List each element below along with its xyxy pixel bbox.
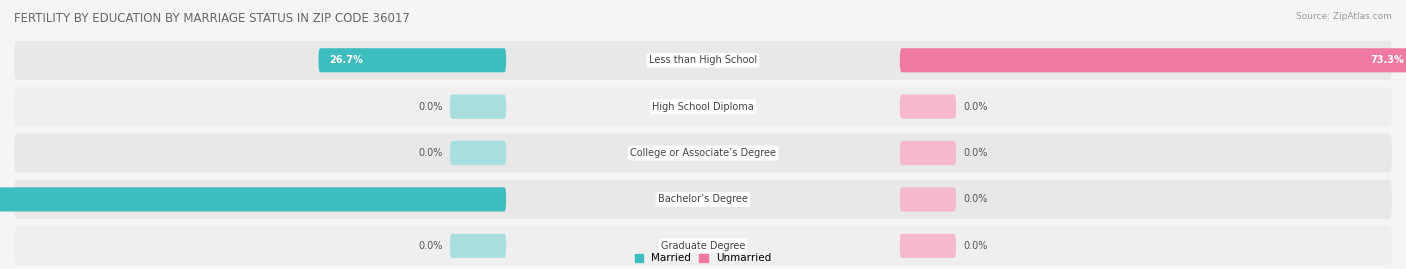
Legend: Married, Unmarried: Married, Unmarried — [631, 250, 775, 267]
FancyBboxPatch shape — [900, 234, 956, 258]
FancyBboxPatch shape — [900, 48, 1406, 72]
FancyBboxPatch shape — [14, 134, 1392, 172]
Text: 0.0%: 0.0% — [963, 194, 987, 204]
FancyBboxPatch shape — [14, 41, 1392, 80]
Text: 0.0%: 0.0% — [963, 102, 987, 112]
FancyBboxPatch shape — [900, 141, 956, 165]
Text: High School Diploma: High School Diploma — [652, 102, 754, 112]
Text: 0.0%: 0.0% — [963, 148, 987, 158]
Text: 0.0%: 0.0% — [419, 241, 443, 251]
Text: Less than High School: Less than High School — [650, 55, 756, 65]
Text: 0.0%: 0.0% — [963, 241, 987, 251]
Text: Graduate Degree: Graduate Degree — [661, 241, 745, 251]
FancyBboxPatch shape — [900, 95, 956, 119]
FancyBboxPatch shape — [14, 226, 1392, 265]
FancyBboxPatch shape — [900, 187, 956, 211]
Text: Source: ZipAtlas.com: Source: ZipAtlas.com — [1296, 12, 1392, 21]
FancyBboxPatch shape — [14, 180, 1392, 219]
Text: 26.7%: 26.7% — [329, 55, 363, 65]
Text: 73.3%: 73.3% — [1371, 55, 1405, 65]
Text: 0.0%: 0.0% — [419, 148, 443, 158]
Text: FERTILITY BY EDUCATION BY MARRIAGE STATUS IN ZIP CODE 36017: FERTILITY BY EDUCATION BY MARRIAGE STATU… — [14, 12, 411, 24]
FancyBboxPatch shape — [318, 48, 506, 72]
FancyBboxPatch shape — [14, 87, 1392, 126]
FancyBboxPatch shape — [0, 187, 506, 211]
Text: Bachelor’s Degree: Bachelor’s Degree — [658, 194, 748, 204]
FancyBboxPatch shape — [450, 95, 506, 119]
FancyBboxPatch shape — [450, 141, 506, 165]
Text: College or Associate’s Degree: College or Associate’s Degree — [630, 148, 776, 158]
Text: 0.0%: 0.0% — [419, 102, 443, 112]
FancyBboxPatch shape — [450, 234, 506, 258]
